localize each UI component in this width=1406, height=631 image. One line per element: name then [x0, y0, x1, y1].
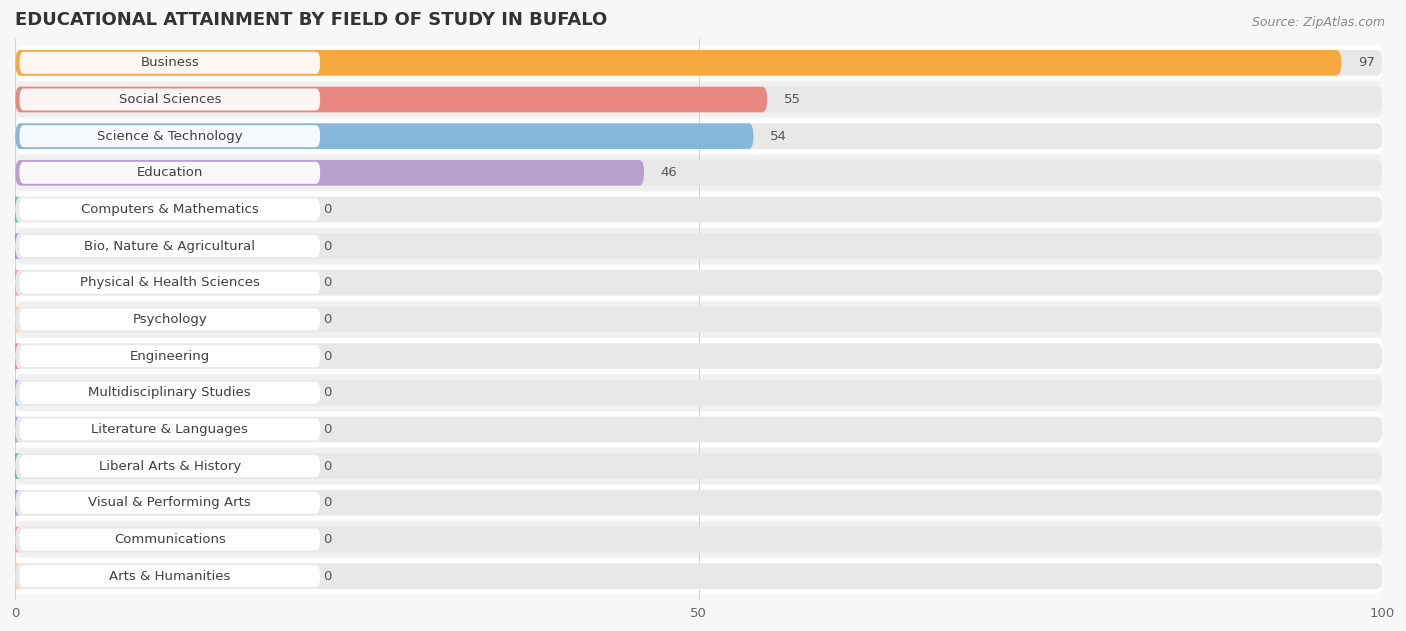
FancyBboxPatch shape: [20, 528, 321, 550]
Text: Computers & Mathematics: Computers & Mathematics: [82, 203, 259, 216]
FancyBboxPatch shape: [15, 307, 1382, 333]
Text: 0: 0: [323, 570, 332, 582]
FancyBboxPatch shape: [15, 302, 1382, 338]
FancyBboxPatch shape: [15, 265, 1382, 301]
FancyBboxPatch shape: [15, 380, 1382, 406]
Text: Liberal Arts & History: Liberal Arts & History: [98, 459, 240, 473]
Text: Source: ZipAtlas.com: Source: ZipAtlas.com: [1251, 16, 1385, 29]
Text: Education: Education: [136, 167, 202, 179]
Text: 0: 0: [323, 386, 332, 399]
FancyBboxPatch shape: [15, 521, 1382, 557]
FancyBboxPatch shape: [20, 492, 321, 514]
FancyBboxPatch shape: [15, 563, 1382, 589]
Text: Arts & Humanities: Arts & Humanities: [110, 570, 231, 582]
Text: Multidisciplinary Studies: Multidisciplinary Studies: [89, 386, 252, 399]
Text: 54: 54: [770, 129, 787, 143]
FancyBboxPatch shape: [10, 416, 20, 442]
FancyBboxPatch shape: [15, 50, 1382, 76]
FancyBboxPatch shape: [10, 233, 20, 259]
Text: 0: 0: [323, 313, 332, 326]
Text: Communications: Communications: [114, 533, 226, 546]
FancyBboxPatch shape: [15, 118, 1382, 154]
FancyBboxPatch shape: [15, 160, 1382, 186]
FancyBboxPatch shape: [20, 162, 321, 184]
FancyBboxPatch shape: [15, 197, 1382, 222]
Text: 0: 0: [323, 240, 332, 252]
FancyBboxPatch shape: [15, 338, 1382, 374]
FancyBboxPatch shape: [15, 527, 1382, 552]
FancyBboxPatch shape: [15, 490, 1382, 516]
FancyBboxPatch shape: [15, 270, 1382, 296]
Text: Physical & Health Sciences: Physical & Health Sciences: [80, 276, 260, 289]
FancyBboxPatch shape: [10, 453, 20, 479]
FancyBboxPatch shape: [15, 81, 1382, 117]
FancyBboxPatch shape: [15, 448, 1382, 484]
FancyBboxPatch shape: [15, 375, 1382, 411]
FancyBboxPatch shape: [15, 160, 644, 186]
FancyBboxPatch shape: [15, 228, 1382, 264]
FancyBboxPatch shape: [10, 270, 20, 296]
FancyBboxPatch shape: [15, 343, 1382, 369]
FancyBboxPatch shape: [20, 382, 321, 404]
Text: Psychology: Psychology: [132, 313, 207, 326]
Text: Social Sciences: Social Sciences: [118, 93, 221, 106]
Text: 46: 46: [661, 167, 678, 179]
Text: Science & Technology: Science & Technology: [97, 129, 243, 143]
FancyBboxPatch shape: [15, 123, 1382, 149]
Text: 0: 0: [323, 459, 332, 473]
Text: Bio, Nature & Agricultural: Bio, Nature & Agricultural: [84, 240, 256, 252]
FancyBboxPatch shape: [20, 52, 321, 74]
FancyBboxPatch shape: [20, 345, 321, 367]
Text: EDUCATIONAL ATTAINMENT BY FIELD OF STUDY IN BUFALO: EDUCATIONAL ATTAINMENT BY FIELD OF STUDY…: [15, 11, 607, 29]
FancyBboxPatch shape: [15, 50, 1341, 76]
FancyBboxPatch shape: [10, 563, 20, 589]
Text: 0: 0: [323, 203, 332, 216]
FancyBboxPatch shape: [10, 343, 20, 369]
FancyBboxPatch shape: [20, 272, 321, 294]
FancyBboxPatch shape: [10, 527, 20, 552]
Text: 0: 0: [323, 423, 332, 436]
FancyBboxPatch shape: [15, 233, 1382, 259]
FancyBboxPatch shape: [20, 88, 321, 110]
FancyBboxPatch shape: [15, 411, 1382, 447]
Text: 0: 0: [323, 350, 332, 363]
FancyBboxPatch shape: [15, 485, 1382, 521]
Text: 97: 97: [1358, 56, 1375, 69]
FancyBboxPatch shape: [15, 86, 768, 112]
Text: Engineering: Engineering: [129, 350, 209, 363]
FancyBboxPatch shape: [10, 490, 20, 516]
Text: 0: 0: [323, 533, 332, 546]
FancyBboxPatch shape: [15, 86, 1382, 112]
Text: Literature & Languages: Literature & Languages: [91, 423, 249, 436]
FancyBboxPatch shape: [15, 192, 1382, 227]
FancyBboxPatch shape: [10, 307, 20, 333]
FancyBboxPatch shape: [20, 455, 321, 477]
FancyBboxPatch shape: [15, 416, 1382, 442]
FancyBboxPatch shape: [20, 199, 321, 220]
FancyBboxPatch shape: [10, 380, 20, 406]
FancyBboxPatch shape: [20, 235, 321, 257]
FancyBboxPatch shape: [15, 123, 754, 149]
Text: Visual & Performing Arts: Visual & Performing Arts: [89, 497, 252, 509]
FancyBboxPatch shape: [15, 45, 1382, 81]
FancyBboxPatch shape: [20, 309, 321, 331]
Text: 0: 0: [323, 276, 332, 289]
FancyBboxPatch shape: [15, 453, 1382, 479]
FancyBboxPatch shape: [10, 197, 20, 222]
Text: 0: 0: [323, 497, 332, 509]
FancyBboxPatch shape: [15, 558, 1382, 594]
Text: Business: Business: [141, 56, 200, 69]
FancyBboxPatch shape: [20, 125, 321, 147]
FancyBboxPatch shape: [15, 155, 1382, 191]
FancyBboxPatch shape: [20, 565, 321, 587]
FancyBboxPatch shape: [20, 418, 321, 440]
Text: 55: 55: [783, 93, 800, 106]
